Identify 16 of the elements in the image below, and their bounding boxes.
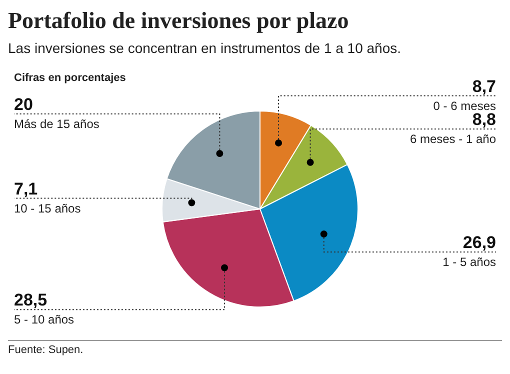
data-label: 28,5 [14, 290, 48, 310]
slice-label: Más de 15 años [14, 116, 100, 131]
source-note: Fuente: Supen. [8, 340, 502, 356]
chart-title: Portafolio de inversiones por plazo [8, 8, 350, 34]
slice-label: 10 - 15 años [14, 201, 81, 216]
data-label: 20 [14, 94, 33, 114]
slice-label: 1 - 5 años [442, 254, 496, 269]
data-label: 8,8 [472, 110, 496, 130]
data-label: 8,7 [472, 76, 496, 96]
slice-label: 6 meses - 1 año [410, 132, 496, 146]
data-label: 7,1 [14, 179, 38, 198]
slice-label: 5 - 10 años [14, 312, 74, 327]
text: Cifras en porcentajes [14, 72, 126, 84]
chart-subtitle: Las inversiones se concentran en instrumentos de 1 a 10 años. [8, 40, 402, 56]
data-label: 26,9 [462, 232, 496, 252]
slice-label: 0 - 6 meses [433, 98, 496, 113]
